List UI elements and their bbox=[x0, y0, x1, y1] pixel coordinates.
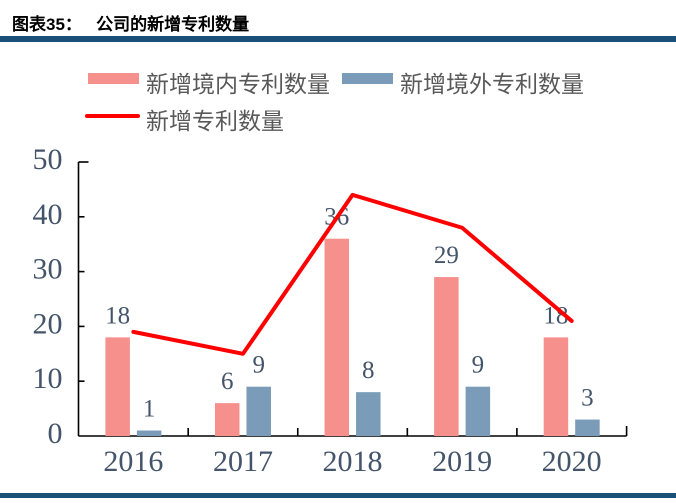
svg-text:50: 50 bbox=[33, 143, 63, 176]
svg-text:8: 8 bbox=[362, 357, 375, 384]
svg-text:2020: 2020 bbox=[542, 445, 602, 478]
svg-text:40: 40 bbox=[33, 198, 63, 231]
svg-text:6: 6 bbox=[221, 368, 234, 395]
svg-text:10: 10 bbox=[33, 362, 63, 395]
svg-text:1: 1 bbox=[143, 396, 156, 423]
svg-text:30: 30 bbox=[33, 253, 63, 286]
svg-text:0: 0 bbox=[48, 417, 63, 450]
svg-text:2018: 2018 bbox=[323, 445, 383, 478]
svg-text:20: 20 bbox=[33, 307, 63, 340]
svg-text:9: 9 bbox=[252, 352, 265, 379]
svg-text:29: 29 bbox=[434, 242, 459, 269]
svg-text:18: 18 bbox=[105, 302, 130, 329]
svg-text:2017: 2017 bbox=[213, 445, 273, 478]
svg-text:2016: 2016 bbox=[103, 445, 163, 478]
svg-text:2019: 2019 bbox=[432, 445, 492, 478]
svg-text:3: 3 bbox=[581, 385, 594, 412]
svg-text:9: 9 bbox=[472, 352, 485, 379]
